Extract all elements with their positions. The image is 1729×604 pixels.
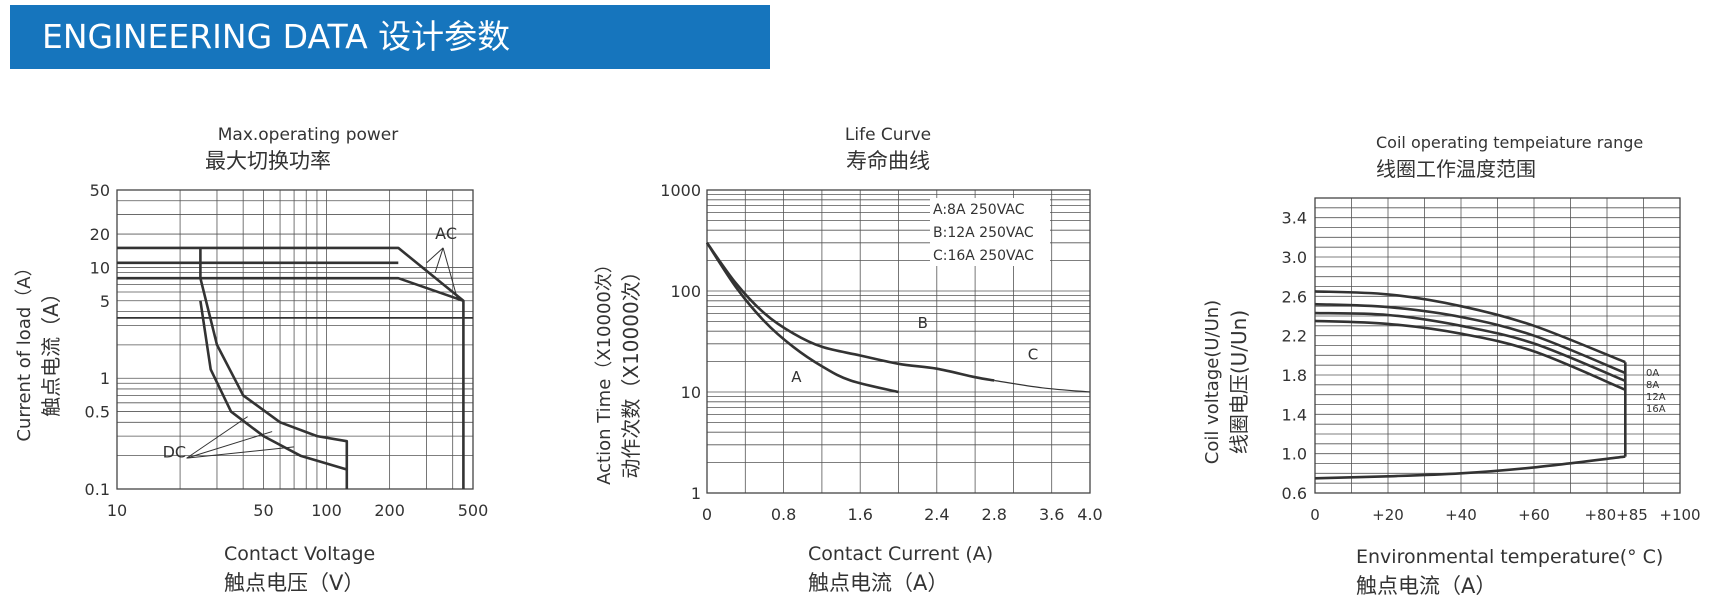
chart1-series-line: [199, 300, 348, 471]
chart3-xtick: +60: [1518, 506, 1550, 524]
chart1-xtick: 100: [311, 501, 342, 520]
chart3-ytick: 3.0: [1282, 248, 1307, 267]
chart2-xtick: 0.8: [771, 505, 796, 524]
chart1-ytick: 20: [90, 225, 110, 244]
chart1-xlabel-cn: 触点电压（V）: [224, 571, 364, 595]
chart1-pointer-dc: [186, 431, 273, 459]
chart2-curve-label: B: [918, 314, 928, 332]
chart3-ylabel: Coil voltage(U/Un): [1202, 300, 1223, 464]
chart3-xtick: +40: [1445, 506, 1477, 524]
chart2-ylabel-cn: 动作次数（X10000次）: [619, 261, 643, 478]
chart2-xlabel-cn: 触点电流（A）: [808, 571, 948, 595]
chart2-ytick: 10: [681, 383, 701, 402]
chart1-annotation-ac: AC: [435, 224, 457, 243]
chart1-series-line: [199, 247, 349, 489]
chart3-series-16A: [1314, 319, 1626, 391]
chart1-ytick: 50: [90, 181, 110, 200]
chart1-ylabel-cn: 触点电流（A）: [39, 283, 63, 417]
section-title: ENGINEERING DATA 设计参数: [42, 17, 511, 56]
chart3-xtick: +80+85: [1584, 506, 1647, 524]
chart2-xtick: 2.4: [924, 505, 949, 524]
chart3-frame: [1314, 197, 1681, 494]
chart2-xtick: 3.6: [1039, 505, 1064, 524]
chart1-ytick: 0.1: [85, 480, 110, 499]
chart3-curve-label: 8A: [1646, 380, 1659, 391]
chart1-xtick: 10: [107, 501, 127, 520]
chart1-annotation-dc: DC: [163, 443, 187, 462]
chart3-ytick: 1.8: [1282, 366, 1307, 385]
chart2-legend-bg: [930, 198, 1050, 266]
chart3-series-lower: [1314, 455, 1626, 480]
chart1-frame: [116, 189, 474, 490]
chart2-legend-entry: A:8A 250VAC: [933, 202, 1025, 218]
chart2-ytick: 1000: [660, 181, 701, 200]
chart2-series-B: [705, 242, 995, 382]
chart3-series-12A: [1314, 311, 1626, 383]
chart2-xtick: 1.6: [847, 505, 872, 524]
chart2-xtick: 4.0: [1077, 505, 1102, 524]
chart2-curve-label: A: [791, 368, 802, 386]
chart1-pointer-ac: [434, 247, 444, 273]
chart2-xtick: 0: [702, 505, 712, 524]
chart3-ylabel-cn: 线圈电压(U/Un): [1227, 310, 1251, 454]
chart1-ytick: 5: [100, 292, 110, 311]
life-curve-chart: Life Curve 寿命曲线 Contact Current (A) 触点电流…: [594, 125, 1103, 595]
chart2-ylabel: Action Time（X10000次）: [594, 255, 615, 485]
chart2-title: Life Curve: [845, 125, 931, 145]
chart3-curve-label: 0A: [1646, 368, 1659, 379]
chart3-ytick: 3.4: [1282, 209, 1307, 228]
chart1-pointer-ac: [426, 247, 444, 264]
chart3-xtick: 0: [1310, 506, 1320, 524]
chart3-ytick: 2.2: [1282, 327, 1307, 346]
chart3-xlabel: Environmental temperature(° C): [1356, 546, 1663, 568]
chart1-title-cn: 最大切换功率: [205, 149, 331, 173]
chart3-xtick: +100: [1659, 506, 1700, 524]
chart2-legend-entry: C:16A 250VAC: [933, 248, 1034, 264]
chart1-xtick: 50: [253, 501, 273, 520]
coil-temperature-chart: Coil operating tempeiature range 线圈工作温度范…: [1202, 133, 1701, 598]
chart2-frame: [706, 189, 1091, 494]
chart3-ytick: 2.6: [1282, 287, 1307, 306]
chart1-title: Max.operating power: [218, 125, 399, 145]
chart2-xtick: 2.8: [982, 505, 1007, 524]
chart1-ytick: 0.5: [85, 403, 110, 422]
chart1-pointer-ac: [442, 247, 458, 299]
chart2-curve-label: C: [1028, 345, 1038, 363]
chart3-ytick: 0.6: [1282, 484, 1307, 503]
chart3-title-cn: 线圈工作温度范围: [1376, 157, 1536, 181]
chart1-series-line: [117, 276, 464, 303]
section-banner: ENGINEERING DATA 设计参数: [10, 5, 770, 69]
chart1-ytick: 10: [90, 258, 110, 277]
chart1-pointer-dc: [186, 416, 248, 459]
chart3-series-8A: [1314, 302, 1626, 375]
chart1-xtick: 500: [458, 501, 489, 520]
max-operating-power-chart: Max.operating power 最大切换功率 Contact Volta…: [14, 125, 488, 595]
chart1-ytick: 1: [100, 369, 110, 388]
chart2-series-C: [994, 379, 1091, 393]
chart2-ytick: 100: [670, 282, 701, 301]
chart1-ylabel: Current of load（A）: [14, 258, 35, 441]
chart2-ytick: 1: [691, 484, 701, 503]
chart3-series-0A: [1314, 290, 1626, 364]
chart1-series-line: [117, 246, 465, 489]
chart2-title-cn: 寿命曲线: [846, 149, 930, 173]
chart2-xlabel: Contact Current (A): [808, 543, 993, 565]
chart2-legend-entry: B:12A 250VAC: [933, 225, 1034, 241]
chart2-series-A: [705, 242, 899, 394]
chart3-ytick: 1.0: [1282, 445, 1307, 464]
chart1-pointer-dc: [186, 446, 295, 459]
chart3-ytick: 1.4: [1282, 405, 1307, 424]
chart1-xtick: 200: [374, 501, 405, 520]
chart3-curve-label: 12A: [1646, 392, 1666, 403]
chart3-curve-label: 16A: [1646, 404, 1666, 415]
chart3-xlabel-cn: 触点电流（A）: [1356, 574, 1496, 598]
chart3-title: Coil operating tempeiature range: [1376, 133, 1643, 152]
chart1-xlabel: Contact Voltage: [224, 543, 375, 565]
chart3-xtick: +20: [1372, 506, 1404, 524]
